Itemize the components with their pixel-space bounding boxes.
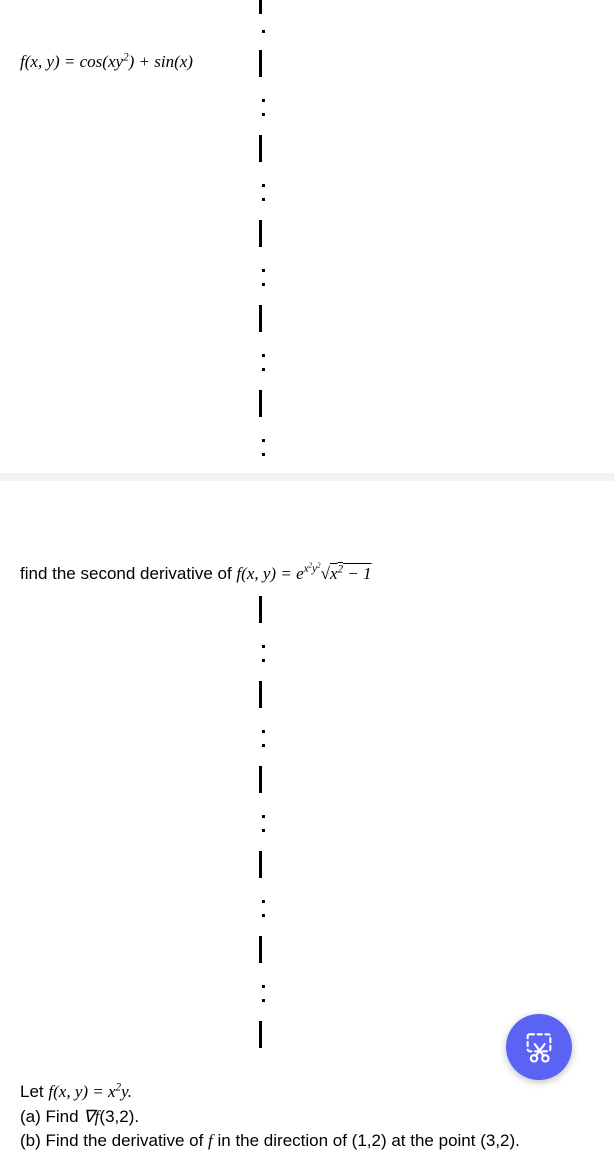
question-2-prefix: find the second derivative of xyxy=(20,564,236,583)
question-3-line-1: Let f(x, y) = x2y. xyxy=(20,1080,520,1105)
question-3-line-2: (a) Find ∇f(3,2). xyxy=(20,1105,520,1130)
snip-scissors-icon xyxy=(522,1030,556,1064)
question-2-text: find the second derivative of f(x, y) = … xyxy=(20,564,372,584)
section-gap xyxy=(0,473,614,481)
question-3-let: Let xyxy=(20,1082,48,1101)
question-1-formula: f(x, y) = cos(xy2) + sin(x) xyxy=(20,52,193,72)
question-3-line-3: (b) Find the derivative of f in the dire… xyxy=(20,1129,520,1154)
question-3-block: Let f(x, y) = x2y. (a) Find ∇f(3,2). (b)… xyxy=(20,1080,520,1154)
snip-tool-button[interactable] xyxy=(506,1014,572,1080)
